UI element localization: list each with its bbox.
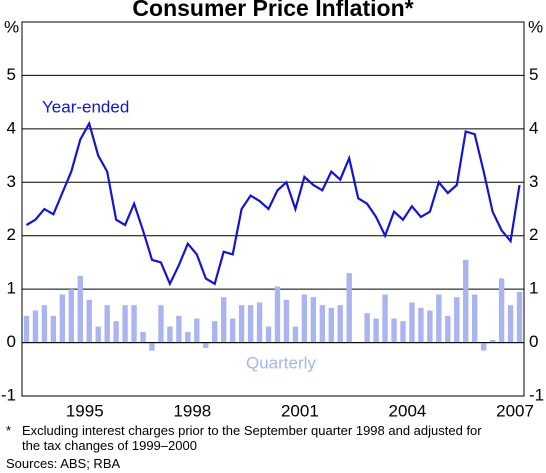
- bar: [238, 305, 245, 343]
- bar: [480, 342, 487, 351]
- bar: [50, 315, 57, 343]
- bar: [140, 331, 146, 343]
- bar: [310, 297, 317, 343]
- bar: [221, 297, 227, 343]
- bar: [516, 291, 523, 343]
- y-tick-label-right: 4: [529, 118, 538, 137]
- y-tick-label-right: 0: [529, 332, 538, 351]
- bar: [203, 342, 209, 348]
- bar: [122, 305, 128, 343]
- bar: [364, 313, 370, 343]
- bar: [86, 299, 92, 343]
- bar: [418, 307, 424, 343]
- bar: [229, 318, 236, 343]
- bar: [167, 326, 173, 343]
- footnote-marker: *: [6, 423, 12, 438]
- bar: [77, 275, 83, 343]
- bar: [454, 297, 460, 343]
- bar: [68, 289, 74, 343]
- bar: [472, 294, 478, 343]
- bar: [382, 294, 388, 343]
- bar: [489, 339, 496, 343]
- bar: [445, 315, 451, 343]
- bar: [346, 273, 352, 343]
- y-tick-label-right: 1: [529, 279, 538, 298]
- y-unit-right: %: [528, 17, 543, 36]
- y-tick-label-right: 5: [529, 65, 538, 84]
- bar: [247, 305, 254, 343]
- bar: [283, 299, 290, 343]
- y-tick-label: 4: [7, 118, 16, 137]
- y-tick-label: 5: [7, 65, 16, 84]
- bar: [427, 310, 433, 343]
- bar: [463, 259, 469, 343]
- y-unit: %: [4, 17, 19, 36]
- x-tick-label: 1995: [66, 401, 104, 420]
- bar: [498, 278, 505, 343]
- bar: [59, 294, 66, 343]
- bar: [104, 305, 110, 343]
- bar: [158, 305, 164, 343]
- line-annotation: Year-ended: [42, 97, 129, 116]
- bar: [149, 342, 155, 351]
- bar-annotation: Quarterly: [246, 353, 316, 372]
- bar: [256, 302, 263, 343]
- plot-frame: [21, 21, 525, 397]
- y-tick-label: 2: [7, 225, 16, 244]
- bar: [212, 321, 218, 343]
- bar: [113, 321, 119, 343]
- y-tick-label: 3: [7, 172, 16, 191]
- bar: [337, 305, 343, 343]
- bar: [400, 321, 406, 343]
- bar: [265, 326, 272, 343]
- x-tick-label: 2001: [281, 401, 319, 420]
- bar: [319, 305, 325, 343]
- y-tick-label: 1: [7, 279, 16, 298]
- y-tick-label: -1: [1, 385, 16, 404]
- chart: Consumer Price Inflation* % % Year-ended…: [1, 0, 544, 420]
- bar: [391, 318, 397, 343]
- bar: [436, 294, 442, 343]
- bar: [301, 294, 308, 343]
- y-tick-label-right: 2: [529, 225, 538, 244]
- bar: [185, 331, 191, 343]
- bar: [194, 318, 200, 343]
- bar: [373, 318, 379, 343]
- bar: [41, 305, 48, 343]
- bar: [292, 326, 299, 343]
- bar: [95, 326, 101, 343]
- source: Sources: ABS; RBA: [6, 456, 121, 471]
- bar: [176, 315, 182, 343]
- bar: [23, 315, 30, 343]
- bar: [131, 305, 137, 343]
- bar: [32, 310, 39, 343]
- y-tick-label-right: -1: [529, 385, 544, 404]
- bar: [328, 307, 334, 343]
- line: [25, 120, 521, 287]
- footnote: Excluding interest charges prior to the …: [22, 423, 482, 453]
- x-tick-label: 2007: [496, 401, 534, 420]
- x-tick-label: 2004: [389, 401, 427, 420]
- bar: [274, 286, 281, 343]
- x-tick-label: 1998: [173, 401, 211, 420]
- bar: [507, 305, 514, 343]
- y-tick-label-right: 3: [529, 172, 538, 191]
- chart-title: Consumer Price Inflation*: [132, 0, 413, 21]
- bar: [409, 302, 415, 343]
- y-tick-label: 0: [7, 332, 16, 351]
